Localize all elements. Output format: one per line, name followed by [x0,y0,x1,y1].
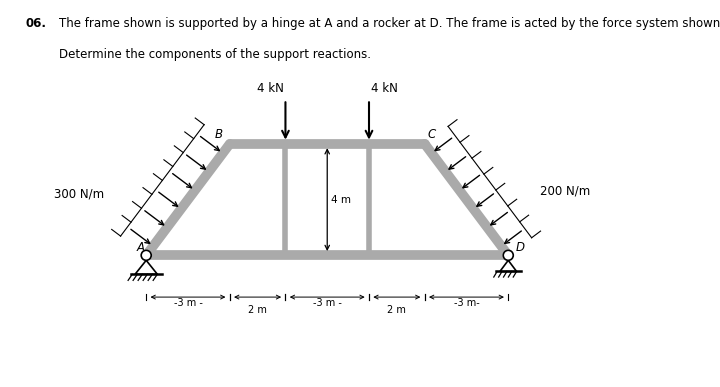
Text: 4 m: 4 m [331,195,351,205]
Text: -3 m-: -3 m- [454,298,480,308]
Text: -3 m -: -3 m - [174,298,202,308]
Text: 4 kN: 4 kN [371,82,397,95]
Text: -3 m -: -3 m - [312,298,342,308]
Circle shape [503,250,513,260]
Text: D: D [516,241,524,254]
Text: C: C [428,128,436,140]
Text: 4 kN: 4 kN [257,82,284,95]
Text: A: A [137,241,145,254]
Text: 2 m: 2 m [387,305,406,315]
Circle shape [141,250,151,260]
Text: 200 N/m: 200 N/m [540,185,590,198]
Text: 300 N/m: 300 N/m [54,188,104,200]
Text: Determine the components of the support reactions.: Determine the components of the support … [59,48,371,62]
Text: 2 m: 2 m [248,305,267,315]
Text: B: B [215,128,222,140]
Text: The frame shown is supported by a hinge at A and a rocker at D. The frame is act: The frame shown is supported by a hinge … [59,17,720,31]
Text: 06.: 06. [26,17,47,31]
